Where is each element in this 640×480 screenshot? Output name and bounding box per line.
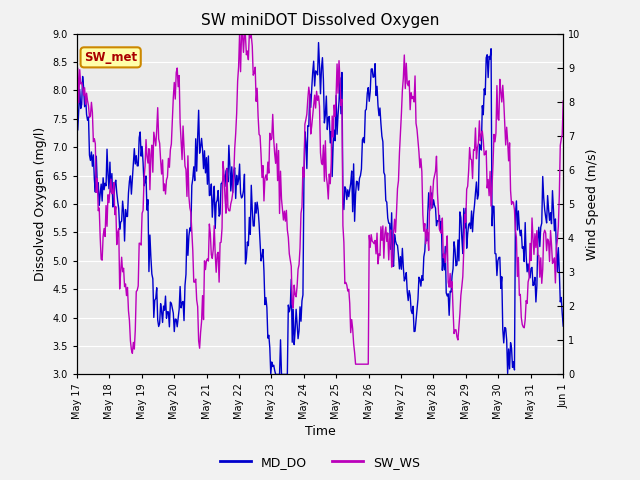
SW_WS xyxy=(474,145,481,151)
MD_DO xyxy=(305,123,312,129)
Y-axis label: Dissolved Oxygen (mg/l): Dissolved Oxygen (mg/l) xyxy=(34,127,47,281)
MD_DO xyxy=(550,207,557,213)
SW_WS xyxy=(305,84,312,90)
SW_WS xyxy=(364,361,372,367)
SW_WS xyxy=(236,31,243,36)
Title: SW miniDOT Dissolved Oxygen: SW miniDOT Dissolved Oxygen xyxy=(201,13,439,28)
Line: SW_WS: SW_WS xyxy=(77,34,563,364)
MD_DO xyxy=(338,70,346,75)
Text: SW_met: SW_met xyxy=(84,51,137,64)
MD_DO xyxy=(474,196,481,202)
Legend: MD_DO, SW_WS: MD_DO, SW_WS xyxy=(214,451,426,474)
X-axis label: Time: Time xyxy=(305,425,335,438)
MD_DO xyxy=(315,40,323,46)
MD_DO xyxy=(559,323,567,329)
MD_DO xyxy=(364,85,372,91)
SW_WS xyxy=(550,259,557,265)
SW_WS xyxy=(559,98,567,104)
MD_DO xyxy=(73,129,81,134)
MD_DO xyxy=(267,372,275,377)
SW_WS xyxy=(337,103,345,108)
Line: MD_DO: MD_DO xyxy=(77,43,563,374)
SW_WS xyxy=(73,93,81,99)
SW_WS xyxy=(308,123,316,129)
SW_WS xyxy=(352,361,360,367)
MD_DO xyxy=(308,86,316,92)
Y-axis label: Wind Speed (m/s): Wind Speed (m/s) xyxy=(586,148,599,260)
